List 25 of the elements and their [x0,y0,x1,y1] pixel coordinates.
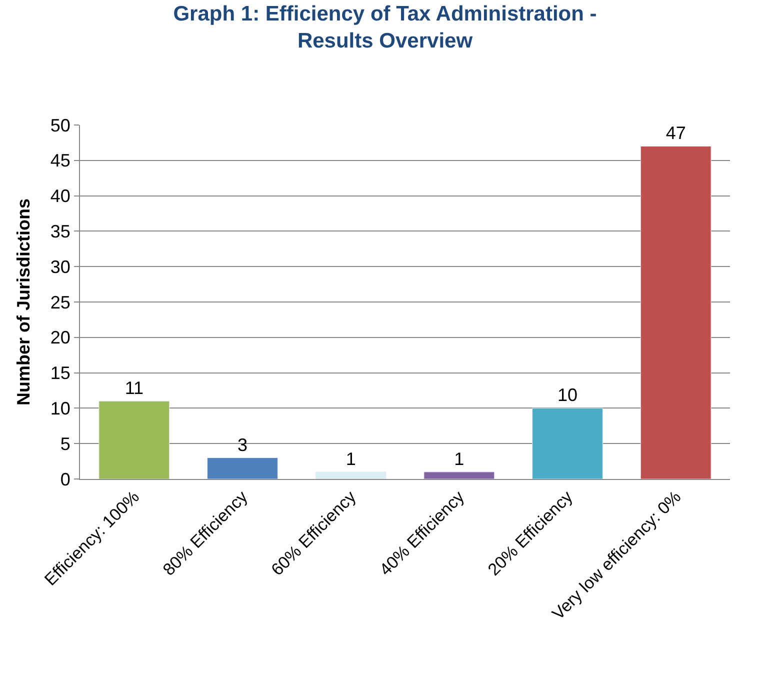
y-tick-label: 35 [50,222,70,242]
bar [207,458,278,479]
chart-title: Graph 1: Efficiency of Tax Administration - Results Overview [173,2,597,53]
y-tick-label: 0 [60,469,70,490]
data-label: 10 [557,385,578,406]
bar [640,146,712,479]
y-tick-label: 30 [50,256,70,277]
y-tick-label: 50 [50,115,70,136]
y-tick-label: 40 [50,186,70,206]
data-label: 1 [346,448,356,469]
bar [98,400,170,479]
y-tick-label: 20 [50,328,70,348]
y-tick-label: 15 [50,363,70,384]
data-label: 11 [124,378,144,398]
bar [532,408,603,479]
data-label: 1 [454,448,464,469]
data-label: 47 [666,123,686,144]
y-tick-label: 5 [60,434,70,454]
y-tick-label: 25 [50,292,70,312]
y-tick-label: 10 [50,398,70,418]
y-tick-label: 45 [50,150,70,171]
bar [315,472,386,479]
y-axis-title: Number of Jurisdictions [14,198,34,406]
data-label: 3 [237,434,248,455]
bar [424,472,495,479]
